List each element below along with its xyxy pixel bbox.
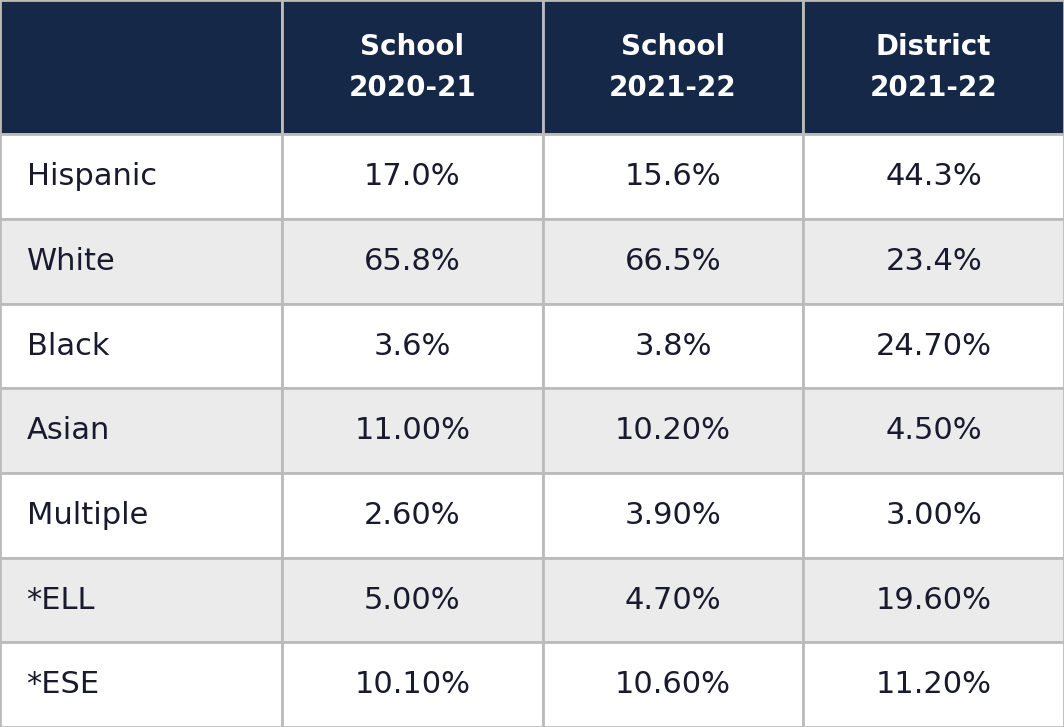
Text: Black: Black <box>27 332 110 361</box>
Bar <box>282 643 543 727</box>
Bar <box>543 219 803 304</box>
Bar <box>543 643 803 727</box>
Text: 3.6%: 3.6% <box>373 332 451 361</box>
Bar <box>0 473 282 558</box>
Bar <box>543 388 803 473</box>
Bar <box>803 0 1064 134</box>
Bar <box>543 0 803 134</box>
Text: 4.70%: 4.70% <box>625 585 721 614</box>
Text: 15.6%: 15.6% <box>625 162 721 191</box>
Text: 19.60%: 19.60% <box>876 585 992 614</box>
Text: Asian: Asian <box>27 417 110 445</box>
Bar <box>803 304 1064 388</box>
Text: 11.00%: 11.00% <box>354 417 470 445</box>
Text: 65.8%: 65.8% <box>364 247 461 276</box>
Bar <box>282 304 543 388</box>
Bar <box>0 304 282 388</box>
Text: 44.3%: 44.3% <box>885 162 982 191</box>
Bar <box>282 558 543 643</box>
Text: School
2021-22: School 2021-22 <box>610 33 736 102</box>
Text: 10.10%: 10.10% <box>354 670 470 699</box>
Text: 66.5%: 66.5% <box>625 247 721 276</box>
Text: *ESE: *ESE <box>27 670 100 699</box>
Bar <box>282 134 543 219</box>
Bar <box>0 643 282 727</box>
Bar <box>803 643 1064 727</box>
Bar <box>543 558 803 643</box>
Text: 5.00%: 5.00% <box>364 585 461 614</box>
Text: 4.50%: 4.50% <box>885 417 982 445</box>
Bar <box>0 558 282 643</box>
Text: 3.00%: 3.00% <box>885 501 982 530</box>
Text: White: White <box>27 247 115 276</box>
Text: *ELL: *ELL <box>27 585 95 614</box>
Text: School
2020-21: School 2020-21 <box>349 33 476 102</box>
Text: District
2021-22: District 2021-22 <box>870 33 997 102</box>
Text: 3.8%: 3.8% <box>634 332 712 361</box>
Bar <box>803 219 1064 304</box>
Bar <box>803 473 1064 558</box>
Text: 10.20%: 10.20% <box>615 417 731 445</box>
Text: 24.70%: 24.70% <box>876 332 992 361</box>
Text: 11.20%: 11.20% <box>876 670 992 699</box>
Bar <box>803 558 1064 643</box>
Bar <box>282 388 543 473</box>
Bar <box>0 134 282 219</box>
Bar <box>803 388 1064 473</box>
Bar <box>0 388 282 473</box>
Bar <box>0 219 282 304</box>
Text: 17.0%: 17.0% <box>364 162 461 191</box>
Bar <box>282 0 543 134</box>
Text: 10.60%: 10.60% <box>615 670 731 699</box>
Text: Hispanic: Hispanic <box>27 162 156 191</box>
Text: Multiple: Multiple <box>27 501 148 530</box>
Text: 23.4%: 23.4% <box>885 247 982 276</box>
Bar <box>0 0 282 134</box>
Bar <box>282 473 543 558</box>
Bar <box>543 134 803 219</box>
Bar <box>803 134 1064 219</box>
Text: 3.90%: 3.90% <box>625 501 721 530</box>
Bar <box>543 304 803 388</box>
Bar <box>543 473 803 558</box>
Bar <box>282 219 543 304</box>
Text: 2.60%: 2.60% <box>364 501 461 530</box>
